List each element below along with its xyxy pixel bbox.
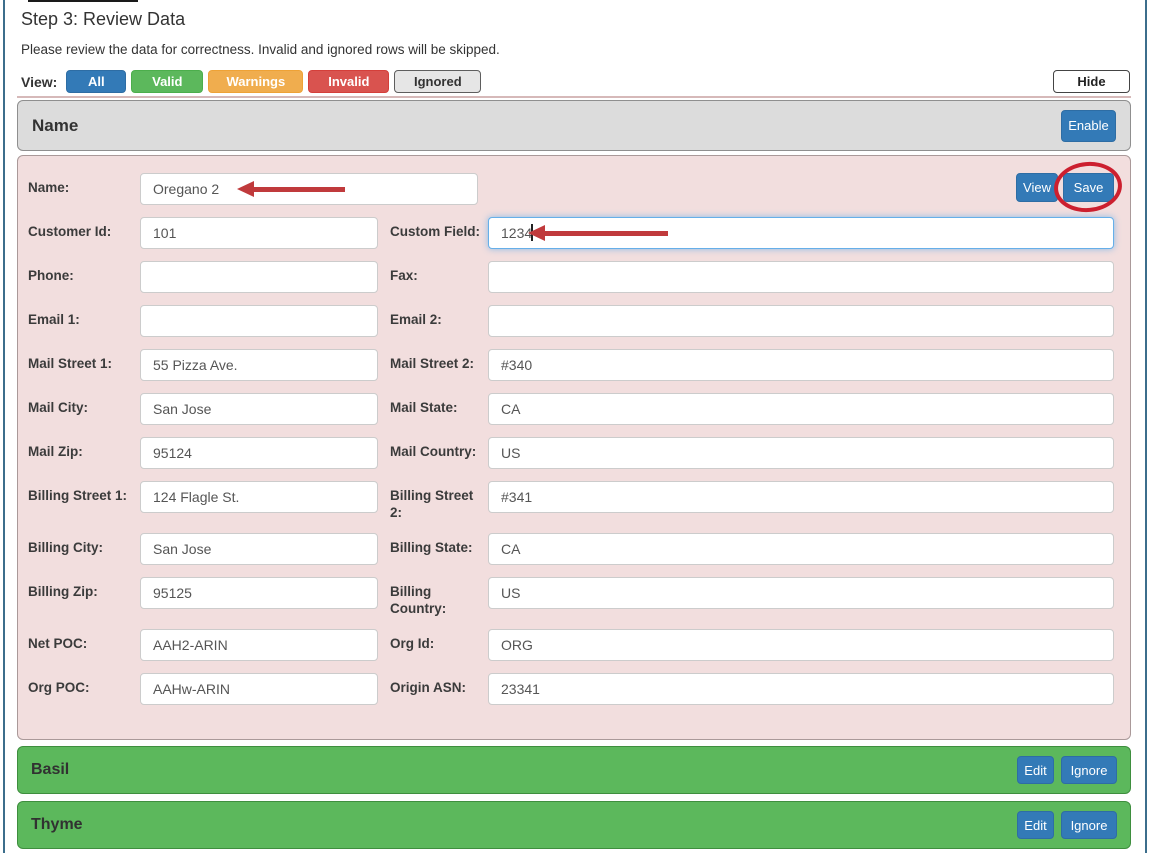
- billing-street1-input[interactable]: [140, 481, 378, 513]
- name-input[interactable]: [140, 173, 478, 205]
- form-row: Org POC: Origin ASN:: [28, 673, 1114, 705]
- view-label: View:: [21, 73, 58, 90]
- mail-street1-input[interactable]: [140, 349, 378, 381]
- enable-button[interactable]: Enable: [1061, 109, 1116, 142]
- fax-input[interactable]: [488, 261, 1114, 293]
- field-label: Mail City:: [28, 400, 89, 415]
- page-title: Step 3: Review Data: [21, 9, 186, 29]
- filter-ignored-button[interactable]: Ignored: [394, 70, 482, 93]
- field-label: Origin ASN:: [390, 680, 466, 695]
- filter-warnings-button[interactable]: Warnings: [208, 70, 304, 93]
- record-row-basil: Basil Edit Ignore: [17, 746, 1131, 794]
- record-title: Basil: [31, 761, 70, 778]
- field-label: Billing City:: [28, 540, 103, 555]
- field-label: Billing Zip:: [28, 584, 98, 599]
- origin-asn-input[interactable]: [488, 673, 1114, 705]
- window-left-edge: [3, 0, 5, 853]
- billing-zip-input[interactable]: [140, 577, 378, 609]
- billing-city-input[interactable]: [140, 533, 378, 565]
- record-edit-panel: Name: View Save Customer Id: Custom Fiel…: [17, 155, 1131, 740]
- mail-city-input[interactable]: [140, 393, 378, 425]
- email1-input[interactable]: [140, 305, 378, 337]
- field-label: Customer Id:: [28, 224, 112, 239]
- record-row-thyme: Thyme Edit Ignore: [17, 801, 1131, 849]
- billing-street2-input[interactable]: [488, 481, 1114, 513]
- org-id-input[interactable]: [488, 629, 1114, 661]
- review-data-page: Step 3: Review Data Please review the da…: [17, 0, 1131, 849]
- name-section-title: Name: [32, 115, 79, 135]
- page-subtitle: Please review the data for correctness. …: [21, 42, 500, 57]
- phone-input[interactable]: [140, 261, 378, 293]
- net-poc-input[interactable]: [140, 629, 378, 661]
- form-row-name: Name: View Save: [28, 159, 1125, 215]
- form-row: Mail Zip: Mail Country:: [28, 437, 1114, 469]
- field-label: Net POC:: [28, 636, 88, 651]
- form-row: Billing Zip: Billing Country:: [28, 577, 1114, 617]
- form-row: Mail Street 1: Mail Street 2:: [28, 349, 1114, 381]
- form-row: Email 1: Email 2:: [28, 305, 1114, 337]
- field-label: Fax:: [390, 268, 418, 283]
- field-label: Mail Street 2:: [390, 356, 475, 371]
- org-poc-input[interactable]: [140, 673, 378, 705]
- edit-button[interactable]: Edit: [1017, 811, 1054, 839]
- field-label: Billing Street 1:: [28, 488, 128, 503]
- edit-button[interactable]: Edit: [1017, 756, 1054, 784]
- field-label: Mail State:: [390, 400, 458, 415]
- custom-field-input[interactable]: [488, 217, 1114, 249]
- billing-country-input[interactable]: [488, 577, 1114, 609]
- text-cursor: [531, 224, 533, 241]
- filter-all-button[interactable]: All: [66, 70, 127, 93]
- form-row: Billing Street 1: Billing Street 2:: [28, 481, 1114, 521]
- view-filter-toolbar: View: All Valid Warnings Invalid Ignored…: [21, 70, 1131, 93]
- mail-country-input[interactable]: [488, 437, 1114, 469]
- field-label: Org Id:: [390, 636, 435, 651]
- field-label: Email 1:: [28, 312, 80, 327]
- field-label: Mail Country:: [390, 444, 477, 459]
- field-label: Email 2:: [390, 312, 442, 327]
- record-title: Thyme: [31, 816, 83, 833]
- field-label: Org POC:: [28, 680, 90, 695]
- field-label: Billing Country:: [390, 584, 447, 616]
- window-top-edge-artifact: [28, 0, 138, 2]
- hide-button[interactable]: Hide: [1053, 70, 1130, 93]
- ignore-button[interactable]: Ignore: [1061, 811, 1117, 839]
- form-row: Mail City: Mail State:: [28, 393, 1114, 425]
- form-row: Customer Id: Custom Field:: [28, 217, 1114, 249]
- field-label: Billing State:: [390, 540, 473, 555]
- field-label: Mail Street 1:: [28, 356, 113, 371]
- save-button[interactable]: Save: [1063, 173, 1114, 202]
- billing-state-input[interactable]: [488, 533, 1114, 565]
- field-label: Phone:: [28, 268, 74, 283]
- form-row: Phone: Fax:: [28, 261, 1114, 293]
- field-label: Billing Street 2:: [390, 488, 474, 520]
- mail-zip-input[interactable]: [140, 437, 378, 469]
- mail-state-input[interactable]: [488, 393, 1114, 425]
- divider-line: [17, 96, 1131, 98]
- view-button[interactable]: View: [1016, 173, 1058, 202]
- field-label: Custom Field:: [390, 224, 480, 239]
- field-label: Mail Zip:: [28, 444, 83, 459]
- field-label-name: Name:: [28, 180, 70, 195]
- ignore-button[interactable]: Ignore: [1061, 756, 1117, 784]
- mail-street2-input[interactable]: [488, 349, 1114, 381]
- email2-input[interactable]: [488, 305, 1114, 337]
- filter-valid-button[interactable]: Valid: [131, 70, 204, 93]
- name-section-header: Name Enable: [17, 100, 1131, 151]
- window-right-edge: [1145, 0, 1147, 853]
- form-row: Billing City: Billing State:: [28, 533, 1114, 565]
- filter-invalid-button[interactable]: Invalid: [308, 70, 390, 93]
- customer-id-input[interactable]: [140, 217, 378, 249]
- form-row: Net POC: Org Id:: [28, 629, 1114, 661]
